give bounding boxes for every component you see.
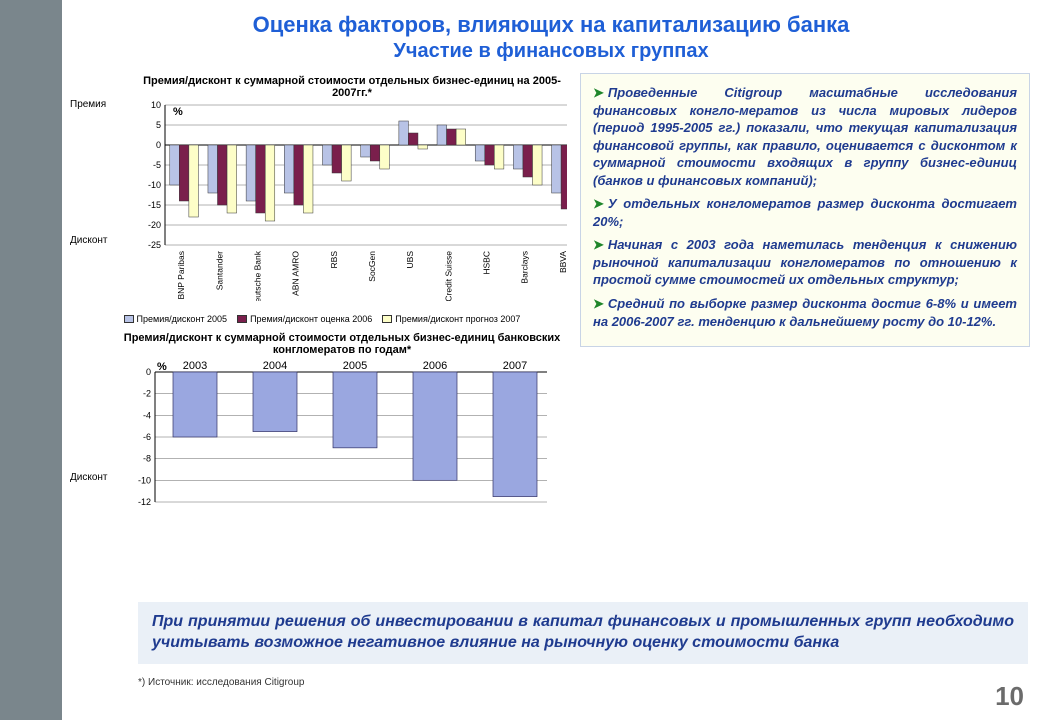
legend-label: Премия/дисконт прогноз 2007 bbox=[395, 314, 520, 324]
chart1-legend: Премия/дисконт 2005 Премия/дисконт оценка… bbox=[72, 314, 572, 324]
svg-text:%: % bbox=[157, 361, 167, 373]
svg-text:Credit Suisse: Credit Suisse bbox=[443, 251, 453, 301]
svg-text:RBS: RBS bbox=[329, 251, 339, 269]
svg-text:0: 0 bbox=[146, 367, 151, 377]
svg-text:HSBC: HSBC bbox=[482, 251, 492, 275]
left-strip bbox=[0, 0, 62, 720]
chart1-title: Премия/дисконт к суммарной стоимости отд… bbox=[132, 75, 572, 99]
chart1-block: Премия/дисконт к суммарной стоимости отд… bbox=[72, 75, 572, 310]
arrow-icon: ➤ bbox=[593, 296, 604, 311]
svg-text:-15: -15 bbox=[148, 200, 161, 210]
svg-text:-6: -6 bbox=[143, 432, 151, 442]
svg-text:2005: 2005 bbox=[343, 360, 367, 372]
svg-text:2006: 2006 bbox=[423, 360, 447, 372]
main-row: Премия/дисконт к суммарной стоимости отд… bbox=[62, 67, 1040, 507]
svg-text:SocGen: SocGen bbox=[367, 251, 377, 282]
chart2-side-bottom: Дисконт bbox=[70, 472, 108, 483]
legend-item: Премия/дисконт оценка 2006 bbox=[237, 314, 372, 324]
charts-column: Премия/дисконт к суммарной стоимости отд… bbox=[72, 73, 572, 507]
svg-text:-20: -20 bbox=[148, 220, 161, 230]
svg-text:Deutsche Bank: Deutsche Bank bbox=[252, 250, 262, 301]
footer-box: При принятии решения об инвестировании в… bbox=[138, 602, 1028, 664]
svg-text:5: 5 bbox=[156, 120, 161, 130]
legend-swatch bbox=[237, 315, 247, 323]
svg-text:%: % bbox=[173, 106, 183, 118]
svg-text:-25: -25 bbox=[148, 240, 161, 250]
legend-swatch bbox=[124, 315, 134, 323]
legend-swatch bbox=[382, 315, 392, 323]
svg-text:2007: 2007 bbox=[503, 360, 527, 372]
source-note: *) Источник: исследования Citigroup bbox=[138, 677, 305, 688]
svg-text:-12: -12 bbox=[138, 497, 151, 507]
bullet-item: ➤Проведенные Citigroup масштабные исслед… bbox=[593, 84, 1017, 189]
legend-item: Премия/дисконт прогноз 2007 bbox=[382, 314, 520, 324]
chart2-svg-wrap: 0 -2 -4 -6 -8 -10 -12% 2003 2004 2005 2006 2007 bbox=[127, 358, 547, 508]
chart1-svg-wrap: 10 5 0 -5 -10 -15 -20 -25% BNP Paribas Santander D… bbox=[137, 101, 567, 301]
legend-item: Премия/дисконт 2005 bbox=[124, 314, 228, 324]
svg-text:2003: 2003 bbox=[183, 360, 207, 372]
content-area: Оценка факторов, влияющих на капитализац… bbox=[62, 0, 1040, 720]
arrow-icon: ➤ bbox=[593, 85, 604, 100]
svg-text:BBVA: BBVA bbox=[558, 251, 567, 273]
svg-text:Barclays: Barclays bbox=[520, 251, 530, 284]
text-column: ➤Проведенные Citigroup масштабные исслед… bbox=[580, 73, 1030, 507]
legend-label: Премия/дисконт 2005 bbox=[137, 314, 228, 324]
svg-text:10: 10 bbox=[151, 101, 161, 110]
chart1-svg: 10 5 0 -5 -10 -15 -20 -25% BNP Paribas Santander D… bbox=[137, 101, 567, 301]
svg-text:UBS: UBS bbox=[405, 251, 415, 269]
svg-text:-8: -8 bbox=[143, 454, 151, 464]
page-title: Оценка факторов, влияющих на капитализац… bbox=[62, 12, 1040, 38]
chart2-block: Премия/дисконт к суммарной стоимости отд… bbox=[72, 332, 572, 507]
legend-label: Премия/дисконт оценка 2006 bbox=[250, 314, 372, 324]
chart1-side-top: Премия bbox=[70, 99, 106, 110]
chart2-svg: 0 -2 -4 -6 -8 -10 -12% 2003 2004 2005 2006 2007 bbox=[127, 358, 547, 508]
bullet-item: ➤Средний по выборке размер дисконта дост… bbox=[593, 295, 1017, 330]
arrow-icon: ➤ bbox=[593, 196, 604, 211]
svg-text:-2: -2 bbox=[143, 389, 151, 399]
svg-text:0: 0 bbox=[156, 140, 161, 150]
svg-text:2004: 2004 bbox=[263, 360, 287, 372]
svg-text:-5: -5 bbox=[153, 160, 161, 170]
title-block: Оценка факторов, влияющих на капитализац… bbox=[62, 0, 1040, 67]
svg-text:Santander: Santander bbox=[214, 251, 224, 290]
chart1-side-bottom: Дисконт bbox=[70, 235, 108, 246]
svg-text:-10: -10 bbox=[148, 180, 161, 190]
bullet-item: ➤Начиная с 2003 года наметилась тенденци… bbox=[593, 236, 1017, 289]
svg-text:-4: -4 bbox=[143, 410, 151, 420]
bullet-item: ➤У отдельных конгломератов размер дискон… bbox=[593, 195, 1017, 230]
page-subtitle: Участие в финансовых группах bbox=[62, 40, 1040, 63]
arrow-icon: ➤ bbox=[593, 237, 604, 252]
chart2-title: Премия/дисконт к суммарной стоимости отд… bbox=[112, 332, 572, 356]
svg-text:ABN AMRO: ABN AMRO bbox=[291, 251, 301, 296]
page-number: 10 bbox=[995, 681, 1024, 712]
svg-text:BNP Paribas: BNP Paribas bbox=[176, 251, 186, 300]
info-box: ➤Проведенные Citigroup масштабные исслед… bbox=[580, 73, 1030, 347]
svg-text:-10: -10 bbox=[138, 475, 151, 485]
